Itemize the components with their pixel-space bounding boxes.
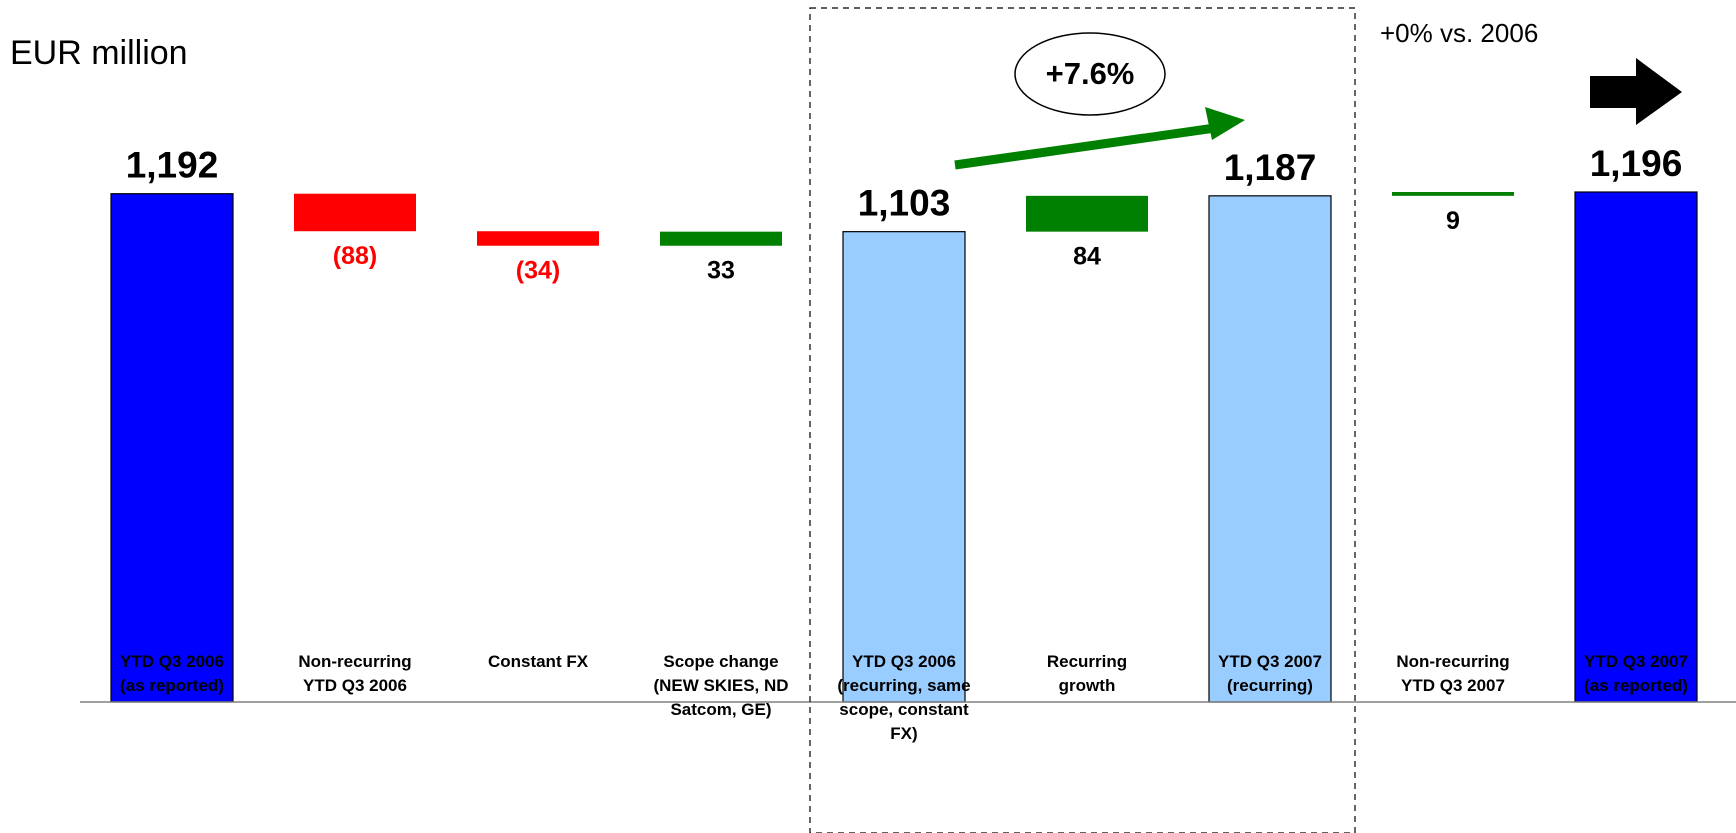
growth-annotation-ellipse: [1014, 32, 1166, 116]
category-label-line: FX): [890, 724, 918, 743]
category-label-line: Non-recurring: [298, 652, 412, 671]
category-label-8: YTD Q3 2007 (as reported): [1551, 650, 1721, 698]
bar-2: [477, 231, 599, 246]
category-label-line: (recurring): [1227, 676, 1313, 695]
value-label-8: 1,196: [1590, 143, 1683, 184]
value-label-6: 1,187: [1224, 147, 1317, 188]
bar-1: [294, 193, 416, 232]
category-label-line: YTD Q3 2007: [1218, 652, 1322, 671]
category-label-line: YTD Q3 2007: [1584, 652, 1688, 671]
bar-7: [1392, 192, 1514, 196]
category-label-line: YTD Q3 2006: [303, 676, 407, 695]
value-labels-layer: 1,192 (88) (34) 33 1,103 84 1,187 9 1,196: [126, 143, 1683, 285]
category-label-7: Non-recurring YTD Q3 2007: [1368, 650, 1538, 698]
bar-5: [1026, 195, 1148, 232]
category-label-5: Recurring growth: [1002, 650, 1172, 698]
category-label-line: (as reported): [1584, 676, 1688, 695]
unit-label: EUR million: [10, 34, 188, 72]
category-label-line: (as reported): [120, 676, 224, 695]
category-label-line: Scope change: [663, 652, 779, 671]
category-label-line: scope, constant: [839, 700, 969, 719]
category-label-3: Scope change (NEW SKIES, ND Satcom, GE): [636, 650, 806, 722]
bar-6: [1208, 195, 1332, 703]
value-label-5: 84: [1073, 243, 1101, 271]
category-label-6: YTD Q3 2007 (recurring): [1185, 650, 1355, 698]
category-label-line: Satcom, GE): [670, 700, 772, 719]
value-label-0: 1,192: [126, 145, 219, 186]
category-label-line: Constant FX: [487, 652, 589, 671]
category-label-0: YTD Q3 2006 (as reported): [87, 650, 257, 698]
category-label-line: YTD Q3 2007: [1401, 676, 1505, 695]
bar-8: [1574, 191, 1698, 703]
value-label-4: 1,103: [858, 183, 951, 224]
category-label-line: (recurring, same: [837, 676, 971, 695]
comparison-label: +0% vs. 2006: [1380, 18, 1539, 48]
category-label-line: YTD Q3 2006: [120, 652, 224, 671]
recurring-highlight-box: [809, 7, 1356, 833]
value-label-7: 9: [1446, 207, 1460, 235]
bars-layer: [110, 191, 1698, 703]
category-label-2: Constant FX: [453, 650, 623, 674]
value-label-3: 33: [707, 257, 735, 285]
growth-annotation-text: +7.6%: [1046, 56, 1135, 91]
bar-4: [842, 231, 966, 703]
right-arrow-icon: [1590, 58, 1682, 125]
category-label-line: Recurring: [1046, 652, 1128, 671]
value-label-1: (88): [333, 242, 377, 270]
bar-3: [660, 231, 782, 246]
growth-arrow: [954, 107, 1245, 170]
value-label-2: (34): [516, 257, 560, 285]
category-label-line: (NEW SKIES, ND: [653, 676, 789, 695]
category-label-line: growth: [1058, 676, 1116, 695]
category-label-4: YTD Q3 2006 (recurring, same scope, consta…: [819, 650, 989, 746]
category-label-line: Non-recurring: [1396, 652, 1510, 671]
category-label-1: Non-recurring YTD Q3 2006: [270, 650, 440, 698]
bar-0: [110, 193, 234, 703]
category-label-line: YTD Q3 2006: [852, 652, 956, 671]
